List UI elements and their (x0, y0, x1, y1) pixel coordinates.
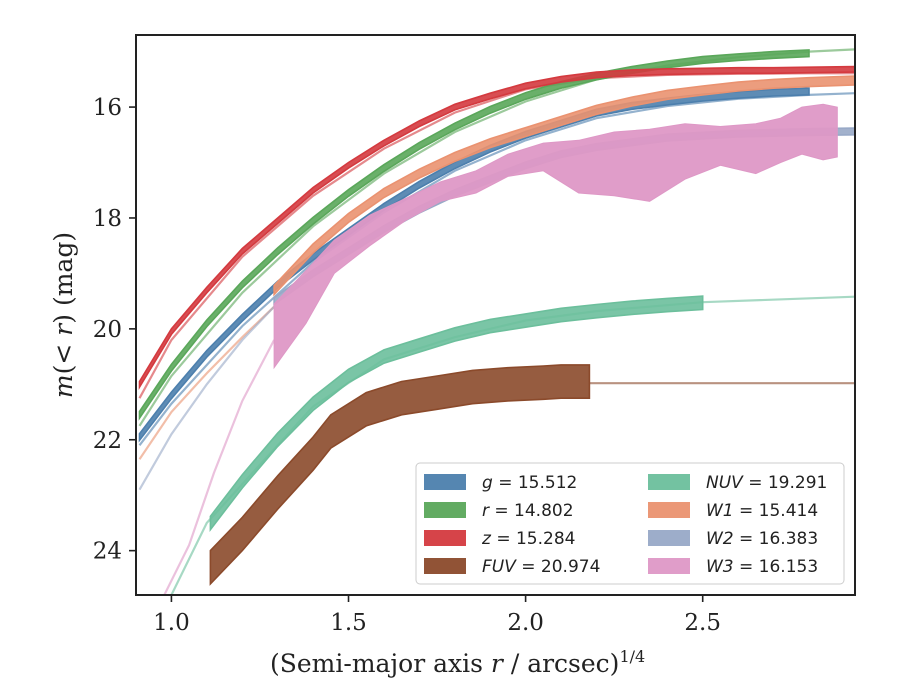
legend-label: r = 14.802 (482, 501, 574, 521)
legend-swatch (648, 558, 690, 574)
model-line-z (138, 72, 855, 399)
legend-label: W1 = 15.414 (706, 501, 818, 521)
y-tick-label: 22 (93, 428, 122, 454)
band-FUV (209, 364, 591, 586)
model-line-W2 (138, 305, 275, 491)
y-tick-label: 16 (93, 95, 122, 121)
legend-entry-g: g = 15.512 (424, 473, 577, 493)
legend-entry-r: r = 14.802 (424, 501, 574, 521)
x-tick-label: 2.0 (507, 610, 544, 636)
legend-entry-FUV: FUV = 20.974 (424, 557, 600, 577)
band-NUV (209, 295, 704, 532)
legend-entry-z: z = 15.284 (424, 529, 575, 549)
legend-label: W3 = 16.153 (706, 557, 818, 577)
legend-entry-W1: W1 = 15.414 (648, 501, 818, 521)
x-tick-label: 1.0 (153, 610, 190, 636)
band-r (138, 49, 810, 421)
plot-frame (135, 34, 856, 596)
y-tick-label: 20 (93, 317, 122, 343)
legend-entry-W3: W3 = 16.153 (648, 557, 818, 577)
legend-swatch (424, 558, 466, 574)
legend-frame (415, 462, 845, 585)
y-tick-label: 24 (93, 539, 122, 565)
legend-label: NUV = 19.291 (706, 473, 827, 493)
x-axis-ticks: 1.0 1.5 2.0 2.5 (153, 595, 721, 636)
legend-swatch (648, 502, 690, 518)
legend-swatch (424, 474, 466, 490)
band-W3 (273, 103, 838, 370)
x-tick-label: 1.5 (330, 610, 367, 636)
model-line-W3 (163, 339, 276, 595)
x-tick-label: 2.5 (684, 610, 721, 636)
y-axis-label: m(< r) (mag) (49, 232, 78, 398)
legend-swatch (424, 502, 466, 518)
band-W1 (273, 75, 855, 297)
series-layer (138, 48, 855, 595)
legend-entry-W2: W2 = 16.383 (648, 529, 818, 549)
legend-label: FUV = 20.974 (482, 557, 600, 577)
legend-label: W2 = 16.383 (706, 529, 818, 549)
legend-swatch (648, 530, 690, 546)
band-z (138, 65, 855, 390)
legend-swatch (424, 530, 466, 546)
y-axis-ticks: 16 18 20 22 24 (93, 95, 136, 565)
x-axis-label: (Semi-major axis r / arcsec)1/4 (270, 647, 645, 678)
legend: g = 15.512 r = 14.802 z = 15.284 FUV = 20.9… (415, 462, 845, 585)
legend-label: z = 15.284 (481, 529, 575, 549)
legend-entry-NUV: NUV = 19.291 (648, 473, 827, 493)
y-tick-label: 18 (93, 206, 122, 232)
legend-swatch (648, 474, 690, 490)
legend-label: g = 15.512 (482, 473, 577, 493)
model-line-W1 (138, 305, 275, 460)
